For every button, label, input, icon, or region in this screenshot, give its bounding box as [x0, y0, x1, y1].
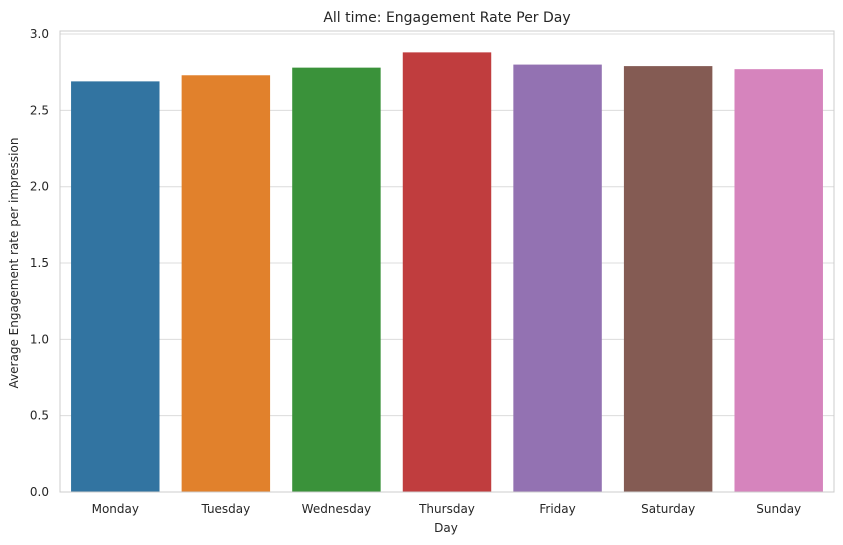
bar-friday [513, 64, 602, 493]
x-tick-label-sunday: Sunday [756, 502, 801, 516]
x-tick-label-monday: Monday [92, 502, 139, 516]
bar-saturday [623, 66, 713, 493]
y-axis-title: Average Engagement rate per impression [7, 138, 21, 389]
bar-wednesday [292, 67, 381, 492]
x-tick-label-saturday: Saturday [641, 502, 695, 516]
y-tick-label: 0.0 [30, 485, 49, 499]
x-tick-label-wednesday: Wednesday [302, 502, 371, 516]
y-tick-label: 1.0 [30, 332, 49, 346]
x-tick-label-friday: Friday [539, 502, 575, 516]
y-tick-label: 2.5 [30, 103, 49, 117]
x-tick-label-tuesday: Tuesday [200, 502, 250, 516]
chart-title: All time: Engagement Rate Per Day [323, 10, 570, 26]
y-tick-label: 2.0 [30, 180, 49, 194]
y-tick-labels: 0.0 0.5 1.0 1.5 2.0 2.5 3.0 [30, 27, 49, 499]
y-tick-label: 0.5 [30, 409, 49, 423]
bars [71, 52, 823, 493]
bar-monday [71, 81, 160, 492]
x-axis-title: Day [434, 521, 458, 535]
x-tick-labels: Monday Tuesday Wednesday Thursday Friday Satu… [92, 502, 802, 516]
x-tick-label-thursday: Thursday [418, 502, 475, 516]
bar-sunday [734, 69, 823, 492]
y-tick-label: 1.5 [30, 256, 49, 270]
plot-frame [59, 30, 835, 493]
bar-thursday [402, 52, 492, 493]
bar-tuesday [181, 75, 271, 492]
y-tick-label: 3.0 [30, 27, 49, 41]
